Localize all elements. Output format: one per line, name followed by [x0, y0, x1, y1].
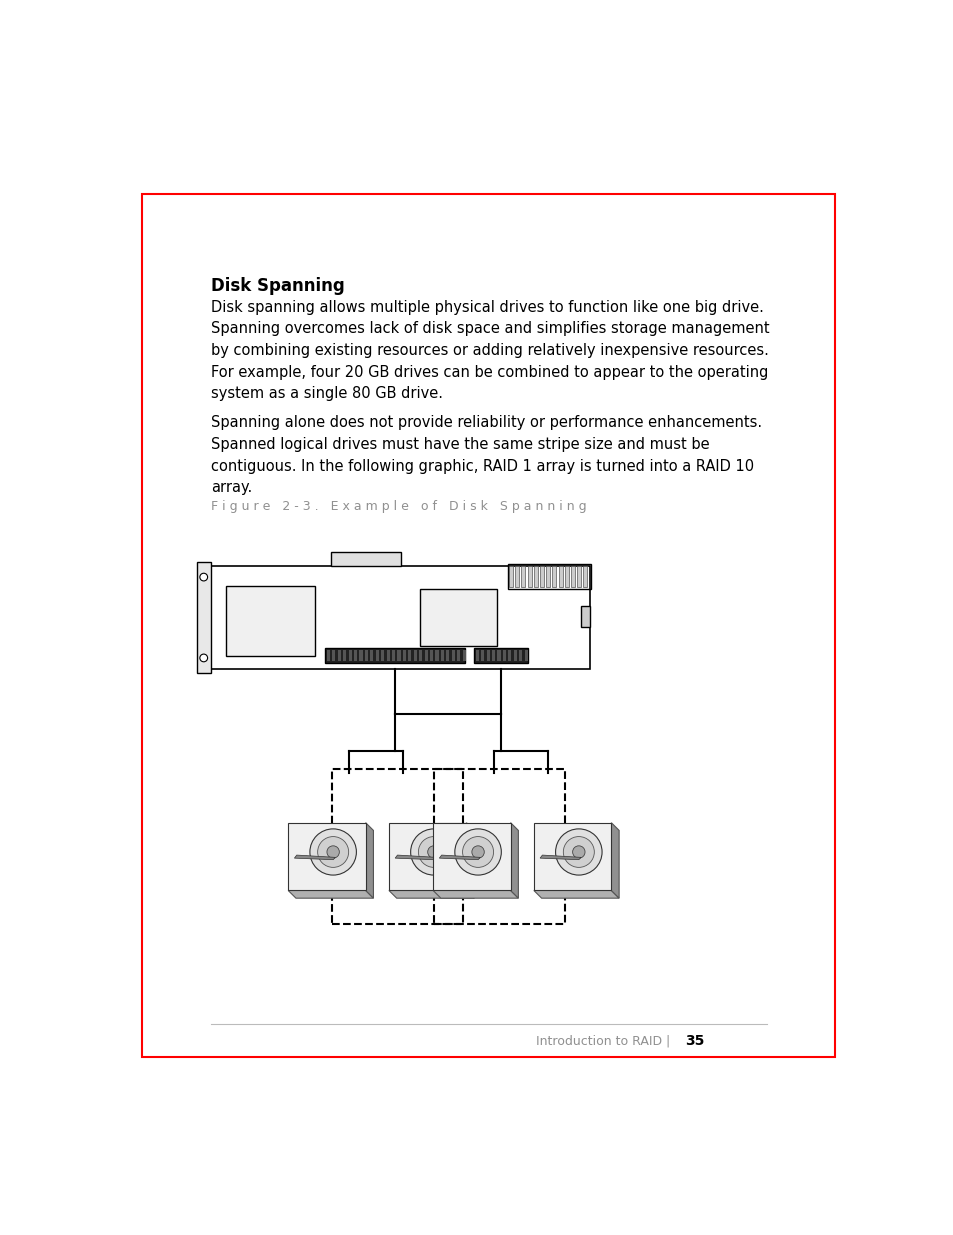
Circle shape — [462, 836, 493, 867]
Bar — [577, 566, 580, 587]
Polygon shape — [395, 855, 436, 860]
Circle shape — [562, 836, 594, 867]
Polygon shape — [534, 890, 618, 898]
Bar — [354, 651, 356, 661]
Polygon shape — [539, 855, 580, 860]
Bar — [381, 651, 384, 661]
Circle shape — [427, 846, 439, 858]
Circle shape — [317, 836, 348, 867]
Bar — [430, 651, 433, 661]
Text: |: | — [665, 1035, 669, 1049]
Bar — [518, 651, 521, 661]
Bar — [474, 648, 528, 663]
Polygon shape — [389, 890, 474, 898]
Circle shape — [418, 836, 449, 867]
Bar — [435, 651, 438, 661]
Bar — [546, 566, 550, 587]
Bar — [392, 651, 395, 661]
Text: 35: 35 — [684, 1035, 703, 1049]
Bar — [507, 564, 591, 589]
Bar — [456, 651, 459, 661]
Bar — [521, 566, 525, 587]
Bar — [440, 651, 443, 661]
Bar — [486, 651, 489, 661]
Bar — [332, 769, 462, 924]
Bar — [424, 651, 427, 661]
Bar — [365, 651, 368, 661]
Text: Disk spanning allows multiple physical drives to function like one big drive.
Sp: Disk spanning allows multiple physical d… — [211, 300, 768, 401]
Text: F i g u r e   2 - 3 .   E x a m p l e   o f   D i s k   S p a n n i n g: F i g u r e 2 - 3 . E x a m p l e o f D … — [211, 500, 586, 513]
Bar — [527, 566, 531, 587]
Bar — [580, 605, 590, 627]
Bar — [370, 651, 373, 661]
Circle shape — [310, 829, 356, 876]
Bar — [539, 566, 543, 587]
Bar — [515, 566, 518, 587]
Circle shape — [199, 573, 208, 580]
Polygon shape — [288, 890, 373, 898]
Bar — [419, 589, 497, 646]
Circle shape — [555, 829, 601, 876]
Bar — [343, 651, 346, 661]
Bar — [408, 651, 411, 661]
Bar — [331, 552, 400, 566]
Bar — [552, 566, 556, 587]
Bar — [397, 651, 400, 661]
Bar — [325, 648, 464, 663]
Bar — [402, 651, 406, 661]
Bar — [389, 823, 466, 890]
Bar — [534, 823, 611, 890]
Bar — [571, 566, 575, 587]
Bar — [418, 651, 422, 661]
Polygon shape — [294, 855, 335, 860]
Polygon shape — [466, 823, 474, 898]
Circle shape — [327, 846, 339, 858]
Bar — [211, 566, 590, 669]
Bar — [452, 651, 455, 661]
Bar — [359, 651, 362, 661]
Bar — [196, 562, 211, 673]
Polygon shape — [365, 823, 373, 898]
Bar — [513, 651, 517, 661]
Bar — [434, 769, 564, 924]
Bar — [583, 566, 587, 587]
Bar — [509, 566, 513, 587]
Bar — [288, 823, 365, 890]
Text: Introduction to RAID: Introduction to RAID — [535, 1035, 661, 1049]
Bar — [462, 651, 465, 661]
Bar — [337, 651, 340, 661]
Polygon shape — [510, 823, 517, 898]
Bar — [226, 587, 315, 656]
Bar — [558, 566, 562, 587]
Polygon shape — [439, 855, 480, 860]
Bar — [508, 651, 511, 661]
Bar — [375, 651, 378, 661]
Bar — [502, 651, 505, 661]
Circle shape — [572, 846, 584, 858]
Bar — [524, 651, 527, 661]
Bar — [497, 651, 500, 661]
Bar — [446, 651, 449, 661]
Circle shape — [410, 829, 456, 876]
Text: Spanning alone does not provide reliability or performance enhancements.
Spanned: Spanning alone does not provide reliabil… — [211, 415, 761, 495]
Polygon shape — [433, 890, 517, 898]
Bar — [480, 651, 484, 661]
Bar — [386, 651, 390, 661]
Text: Disk Spanning: Disk Spanning — [211, 277, 344, 295]
Circle shape — [472, 846, 484, 858]
Bar — [492, 651, 495, 661]
Bar — [433, 823, 510, 890]
Circle shape — [199, 655, 208, 662]
Bar — [327, 651, 330, 661]
Bar — [564, 566, 568, 587]
Polygon shape — [611, 823, 618, 898]
Bar — [414, 651, 416, 661]
Bar — [534, 566, 537, 587]
Circle shape — [455, 829, 500, 876]
Bar — [476, 651, 478, 661]
Bar — [348, 651, 352, 661]
Bar — [332, 651, 335, 661]
